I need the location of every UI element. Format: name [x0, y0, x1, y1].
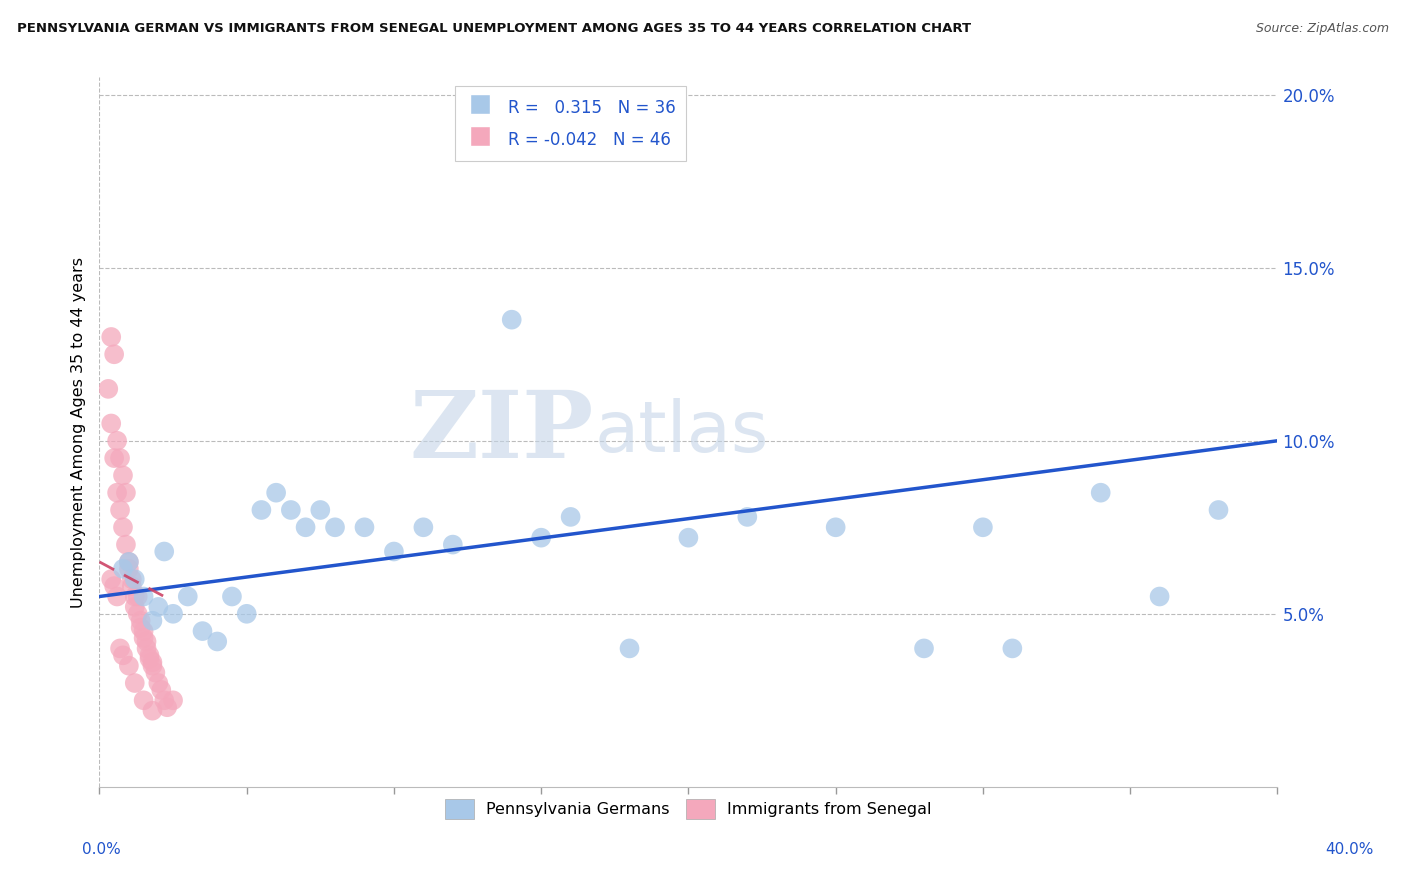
Point [912, 641, 935, 656]
Point [132, 693, 155, 707]
Point [153, 693, 176, 707]
Point [148, 676, 170, 690]
Point [1208, 503, 1230, 517]
Text: ZIP: ZIP [411, 387, 595, 477]
Point [124, 572, 146, 586]
Point [309, 503, 332, 517]
Point [118, 555, 141, 569]
Point [138, 652, 160, 666]
Point [264, 485, 287, 500]
Point [100, 330, 122, 344]
Point [127, 590, 149, 604]
Point [145, 665, 167, 680]
Point [323, 520, 346, 534]
Point [132, 631, 155, 645]
Point [530, 531, 553, 545]
Point [124, 599, 146, 614]
Point [111, 648, 134, 663]
Point [1090, 485, 1112, 500]
Point [121, 572, 143, 586]
Point [105, 590, 128, 604]
Point [103, 451, 125, 466]
Point [132, 590, 155, 604]
Point [138, 648, 160, 663]
Point [280, 503, 302, 517]
Point [162, 693, 184, 707]
Point [111, 520, 134, 534]
Point [124, 590, 146, 604]
Point [108, 503, 131, 517]
Point [105, 434, 128, 448]
Point [1149, 590, 1171, 604]
Point [294, 520, 316, 534]
Point [235, 607, 257, 621]
Text: Source: ZipAtlas.com: Source: ZipAtlas.com [1256, 22, 1389, 36]
Point [135, 641, 157, 656]
Point [118, 658, 141, 673]
Point [150, 682, 173, 697]
Point [141, 614, 163, 628]
Point [412, 520, 434, 534]
Point [619, 641, 641, 656]
Point [678, 531, 700, 545]
Text: PENNSYLVANIA GERMAN VS IMMIGRANTS FROM SENEGAL UNEMPLOYMENT AMONG AGES 35 TO 44 : PENNSYLVANIA GERMAN VS IMMIGRANTS FROM S… [17, 22, 972, 36]
Point [221, 590, 243, 604]
Point [127, 607, 149, 621]
Point [972, 520, 994, 534]
Point [124, 676, 146, 690]
Point [100, 417, 122, 431]
Point [118, 562, 141, 576]
Point [382, 544, 405, 558]
Point [141, 655, 163, 669]
Point [100, 572, 122, 586]
Legend: Pennsylvania Germans, Immigrants from Senegal: Pennsylvania Germans, Immigrants from Se… [439, 793, 938, 825]
Point [141, 658, 163, 673]
Point [115, 538, 138, 552]
Point [141, 704, 163, 718]
Point [97, 382, 120, 396]
Point [135, 634, 157, 648]
Point [148, 599, 170, 614]
Text: 40.0%: 40.0% [1326, 842, 1374, 856]
Point [560, 509, 582, 524]
Point [111, 562, 134, 576]
Point [129, 614, 152, 628]
Point [1001, 641, 1024, 656]
Point [207, 634, 229, 648]
Point [250, 503, 273, 517]
Point [108, 451, 131, 466]
Point [162, 607, 184, 621]
Point [105, 485, 128, 500]
Point [824, 520, 846, 534]
Point [108, 641, 131, 656]
Y-axis label: Unemployment Among Ages 35 to 44 years: Unemployment Among Ages 35 to 44 years [72, 257, 86, 607]
Point [132, 624, 155, 639]
Point [177, 590, 200, 604]
Point [353, 520, 375, 534]
Point [111, 468, 134, 483]
Point [737, 509, 759, 524]
Point [118, 555, 141, 569]
Point [103, 347, 125, 361]
Point [121, 579, 143, 593]
Point [501, 312, 523, 326]
Point [153, 544, 176, 558]
Text: 0.0%: 0.0% [82, 842, 121, 856]
Point [156, 700, 179, 714]
Point [103, 579, 125, 593]
Point [129, 621, 152, 635]
Point [191, 624, 214, 639]
Text: atlas: atlas [595, 398, 769, 467]
Point [441, 538, 464, 552]
Point [115, 485, 138, 500]
